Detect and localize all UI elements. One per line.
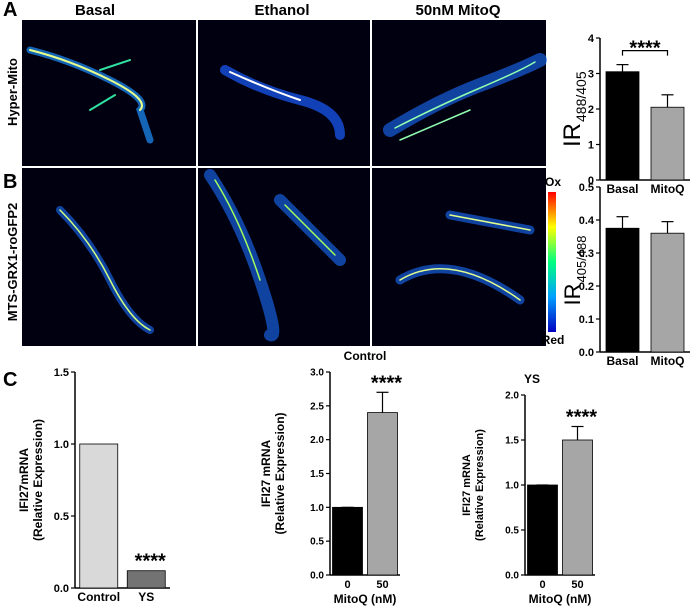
error-bar	[376, 391, 389, 413]
x-tick-label: 0	[539, 579, 545, 591]
panel-label: B	[3, 171, 17, 193]
micrograph-grid	[22, 20, 556, 346]
error-bar	[661, 221, 674, 234]
column-label: Ethanol	[255, 2, 310, 19]
x-tick-label: 50	[571, 579, 583, 591]
x-axis-label: MitoQ (nM)	[529, 592, 592, 606]
y-axis-label: (Relative Expression)	[474, 429, 486, 541]
y-tick-label: 0.0	[54, 583, 69, 595]
y-tick-label: 1.5	[54, 367, 69, 379]
x-tick-label: MitoQ	[651, 182, 685, 196]
y-tick-label: 2.0	[310, 435, 324, 446]
colorbar-label: Red	[542, 333, 565, 347]
y-tick-label: 0.1	[579, 314, 594, 326]
x-tick-label: 0	[344, 579, 350, 591]
y-tick-label: 3.0	[310, 368, 324, 379]
micrograph	[22, 168, 196, 346]
micrograph	[22, 20, 196, 166]
column-label: Basal	[75, 2, 115, 19]
chart-title: Control	[344, 349, 387, 363]
annotation: ****	[629, 38, 660, 60]
x-axis-label: MitoQ (nM)	[334, 592, 397, 606]
y-tick-label: 0.5	[310, 537, 324, 548]
y-tick-label: 1.0	[54, 439, 69, 451]
x-tick-label: YS	[138, 590, 154, 604]
y-tick-label: 0.4	[579, 215, 595, 227]
error-bar	[616, 216, 629, 229]
error-bar	[616, 64, 629, 72]
chart-title: YS	[524, 372, 540, 386]
column-label: 50nM MitoQ	[416, 2, 501, 19]
micrograph	[372, 168, 546, 346]
y-tick-label: 0.5	[579, 182, 594, 194]
bar	[562, 439, 593, 576]
error-bar	[571, 425, 584, 440]
panel-label: C	[3, 369, 17, 391]
y-axis-label-subscript: 405/488	[574, 236, 589, 283]
y-tick-label: 2.0	[505, 391, 519, 402]
colorbar	[548, 192, 556, 332]
bar	[605, 71, 640, 181]
y-axis-label: (Relative Expression)	[31, 419, 45, 541]
bar	[367, 412, 398, 576]
y-axis-label: IFI27mRNA	[17, 448, 31, 512]
mitochondria	[26, 46, 547, 342]
y-axis-label: (Relative Expression)	[273, 412, 287, 534]
y-axis-label: IR	[560, 284, 585, 306]
panel-label: A	[3, 0, 17, 21]
x-tick-label: MitoQ	[651, 354, 685, 368]
y-tick-label: 1	[588, 139, 594, 151]
row-label: MTS-GRX1-roGFP2	[5, 203, 20, 321]
row-label: Hyper-Mito	[5, 58, 20, 126]
y-tick-label: 0.0	[310, 571, 324, 582]
y-tick-label: 3	[588, 68, 594, 80]
y-tick-label: 0.0	[579, 347, 594, 359]
bar	[126, 570, 166, 589]
y-tick-label: 2.5	[310, 401, 324, 412]
annotation: ****	[566, 407, 597, 429]
error-bar	[661, 94, 674, 108]
y-tick-label: 4	[588, 33, 595, 45]
y-tick-label: 0	[588, 175, 594, 187]
y-tick-label: 0.3	[579, 248, 594, 260]
bar	[605, 227, 640, 353]
y-axis-label: IFI27 mRNA	[259, 439, 273, 507]
x-tick-label: Control	[77, 590, 120, 604]
bar	[79, 443, 119, 589]
y-tick-label: 2	[588, 104, 594, 116]
y-tick-label: 0.0	[505, 571, 519, 582]
y-tick-label: 1.0	[505, 481, 519, 492]
y-tick-label: 0.5	[54, 511, 69, 523]
y-tick-label: 0.5	[505, 526, 519, 537]
bar	[650, 106, 685, 181]
x-tick-label: Basal	[606, 182, 638, 196]
bar	[650, 232, 685, 353]
y-tick-label: 1.5	[310, 469, 324, 480]
y-axis-label: IR	[559, 123, 586, 147]
annotation: ****	[371, 372, 402, 394]
significance-bracket	[621, 50, 669, 56]
annotation: ****	[135, 551, 166, 573]
colorbar-label: Ox	[545, 175, 561, 189]
y-tick-label: 0.2	[579, 281, 594, 293]
x-tick-label: Basal	[606, 354, 638, 368]
y-axis-label-subscript: 488/405	[573, 71, 589, 122]
bar	[332, 506, 363, 576]
y-axis-label: IFI27 mRNA	[461, 454, 473, 516]
bar	[527, 484, 558, 576]
y-tick-label: 1.0	[310, 503, 324, 514]
x-tick-label: 50	[376, 579, 388, 591]
y-tick-label: 1.5	[505, 436, 519, 447]
